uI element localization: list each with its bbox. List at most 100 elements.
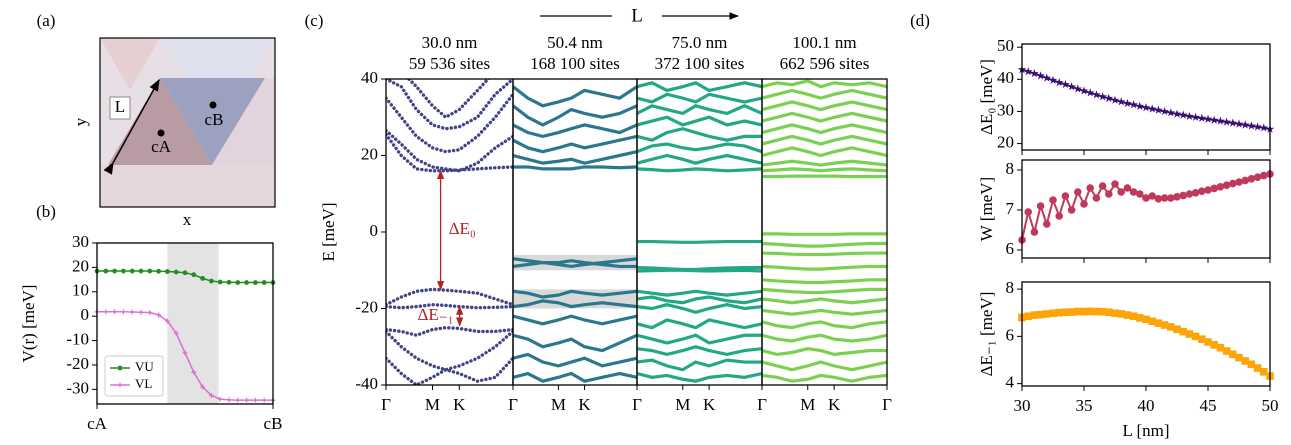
x-tick-label: cA [87,414,108,433]
header-label: L [631,5,643,26]
x-tick-label: K [578,395,591,414]
band [637,156,762,164]
marker [209,279,214,284]
axes-frame [1022,160,1270,258]
marker [1031,228,1039,236]
x-tick-label: Γ [882,395,892,414]
band [513,335,637,350]
x-tick-label: 30 [1014,396,1031,415]
marker [218,397,223,402]
marker [1024,208,1032,216]
y-tick-label: -20 [355,297,378,316]
y-axis-label: y [71,117,90,126]
marker [103,269,108,274]
x-tick-label: Γ [508,395,518,414]
band [513,374,637,382]
x-tick-label: 45 [1200,396,1217,415]
marker [235,280,240,285]
x-tick-label: 35 [1076,396,1093,415]
marker [139,269,144,274]
x-tick-label: Γ [632,395,642,414]
band [637,169,762,171]
marker [103,309,108,314]
band [513,354,637,365]
band [762,335,887,341]
band [762,266,887,269]
band [762,136,887,144]
marker [191,272,196,277]
marker [1049,196,1057,204]
y-tick-label: 10 [72,281,89,300]
marker [1074,188,1082,196]
marker [139,310,144,315]
y-tick-label: 50 [997,36,1014,55]
y-tick-label: 4 [1006,373,1015,392]
marker [130,269,135,274]
marker [1099,182,1107,190]
band [762,349,887,355]
marker [121,269,126,274]
y-tick-label: 40 [997,68,1014,87]
band [637,117,762,125]
x-tick-label: K [453,395,466,414]
axes-frame [1022,44,1270,150]
marker [244,398,249,403]
y-tick-label: 20 [72,256,89,275]
y-tick-label: 20 [361,144,378,163]
y-axis-label: ΔE₋₁ [meV] [977,292,996,377]
y-tick-label: 0 [81,305,90,324]
x-tick-label: Γ [381,395,391,414]
panel-title: 75.0 nm [672,33,728,52]
band [637,270,762,271]
legend-marker [118,366,123,371]
band [386,289,513,304]
y-tick-label: 6 [1006,239,1015,258]
y-tick-label: 8 [1006,278,1015,297]
marker [1080,200,1088,208]
x-tick-label: 40 [1138,396,1155,415]
band [513,136,637,151]
band [637,144,762,152]
marker [1105,190,1113,198]
gap-label: ΔE₋₁ [417,305,453,324]
panel-subtitle: 59 536 sites [409,54,490,73]
band [637,320,762,328]
y-tick-label: 30 [997,100,1014,119]
x-tick-label: M [675,395,690,414]
band [637,291,762,295]
band [762,253,887,255]
band [637,360,762,370]
marker [147,269,152,274]
band [762,280,887,283]
band [513,125,637,136]
band [386,94,513,151]
band [637,242,762,243]
band [762,322,887,328]
site-a-label: cA [151,137,172,156]
band [513,87,637,106]
y-tick-label: 40 [361,68,378,87]
band [637,347,762,355]
marker [130,310,135,315]
site-b-label: cB [205,110,224,129]
marker [1086,184,1094,192]
marker [183,270,188,275]
y-tick-label: 20 [997,132,1014,151]
marker [1037,202,1045,210]
x-tick-label: cB [264,414,283,433]
marker [1043,220,1051,228]
band [637,297,762,303]
band [637,335,762,343]
marker [1062,192,1070,200]
band [762,362,887,370]
panel-title: 50.4 nm [547,33,603,52]
panel-title: 100.1 nm [792,33,856,52]
band [762,243,887,246]
x-tick-label: M [551,395,566,414]
band [762,102,887,110]
marker [227,397,232,402]
x-tick-label: K [703,395,716,414]
band [762,299,887,303]
x-tick-label: M [800,395,815,414]
marker [200,276,205,281]
